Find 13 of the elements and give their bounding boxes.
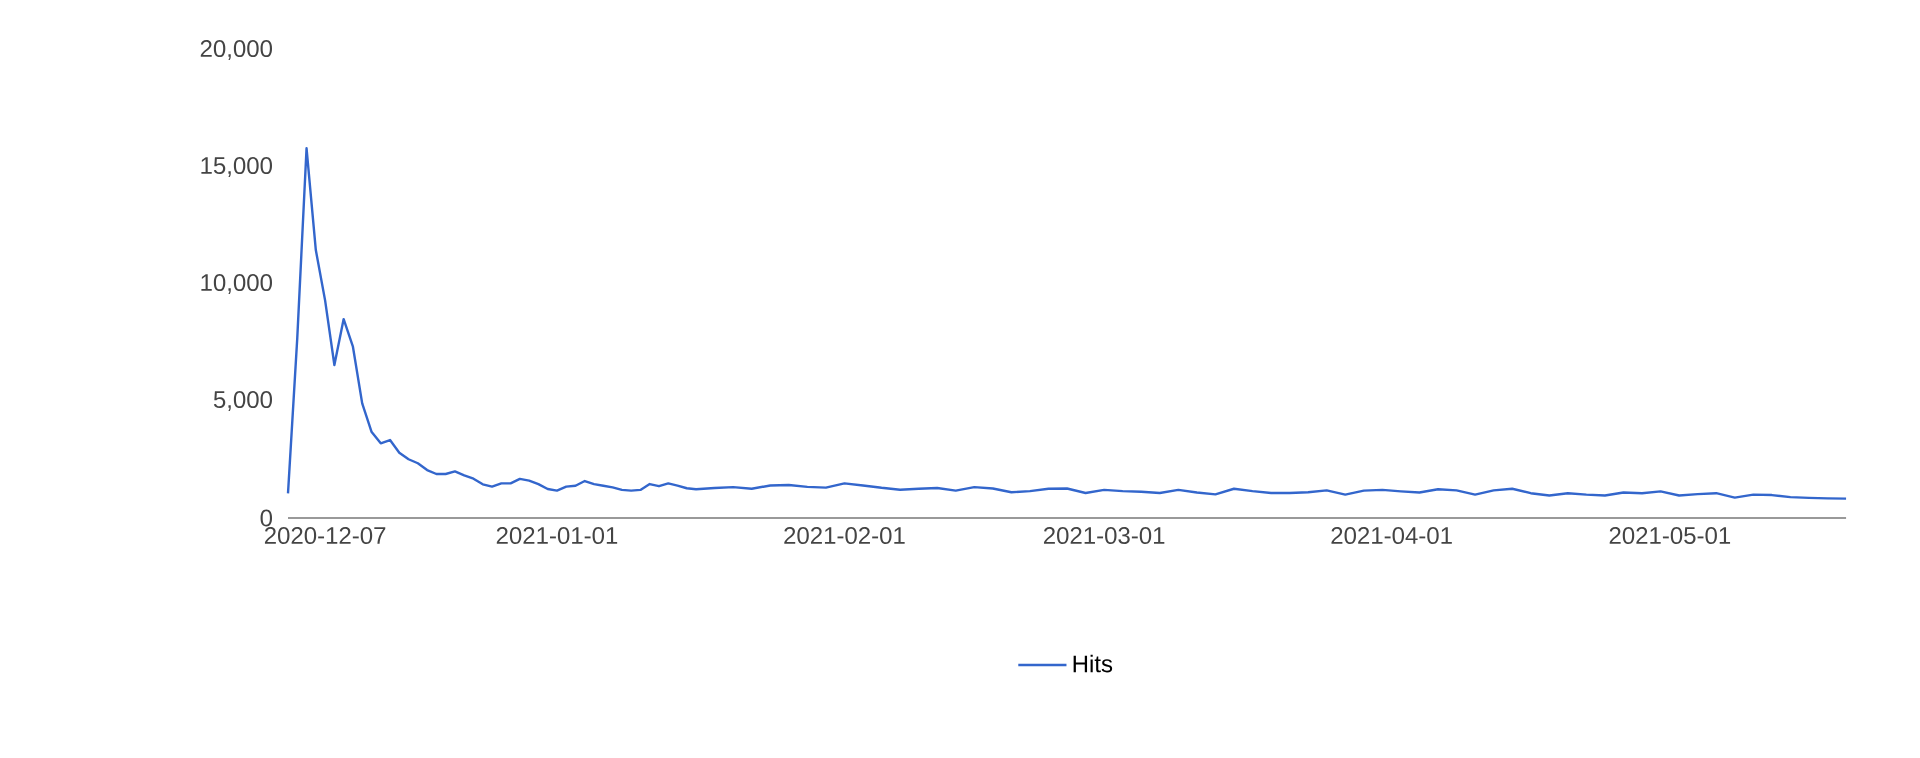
- x-tick-label: 2021-01-01: [496, 527, 618, 545]
- y-tick-label: 0: [260, 509, 273, 527]
- line-series: [286, 147, 1848, 500]
- x-tick-label: 2021-02-01: [784, 527, 905, 545]
- y-tick-label: 15,000: [201, 157, 273, 177]
- x-tick-label: 2021-04-01: [1331, 527, 1452, 545]
- legend-label: Hits: [1073, 654, 1113, 673]
- y-tick-label: 10,000: [201, 274, 273, 294]
- x-tick-label: 2020-12-07: [264, 527, 386, 545]
- y-tick-label: 5,000: [213, 391, 273, 411]
- x-tick-label: 2021-05-01: [1609, 527, 1731, 545]
- x-tick-label: 2021-03-01: [1043, 527, 1165, 545]
- y-tick-label: 20,000: [200, 40, 273, 60]
